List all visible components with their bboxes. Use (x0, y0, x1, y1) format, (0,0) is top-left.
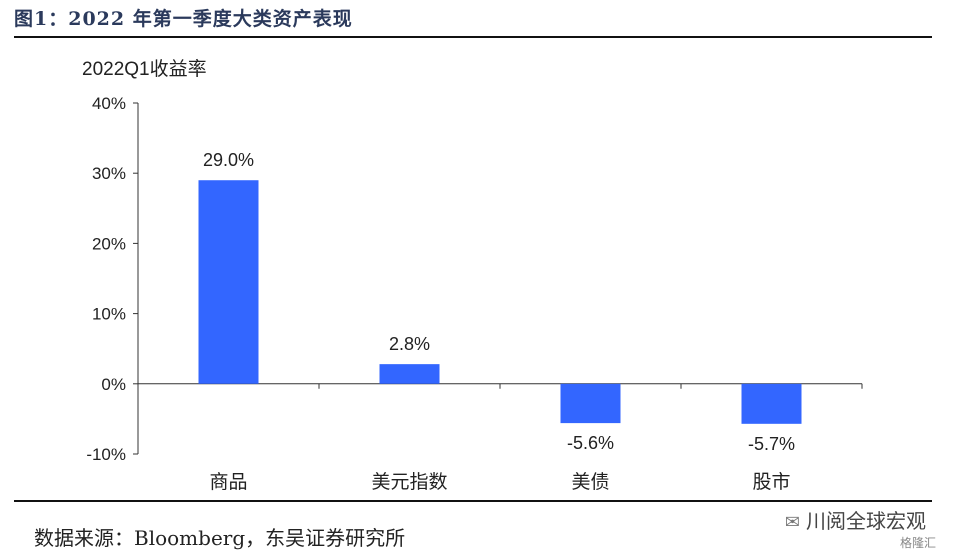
y-tick-label: 40% (92, 94, 126, 113)
y-tick-label: 20% (92, 234, 126, 253)
y-tick-label: 0% (101, 375, 126, 394)
y-tick-label: 30% (92, 164, 126, 183)
bottom-rule (14, 500, 932, 502)
category-label: 美债 (571, 471, 609, 493)
bar-chart: 2022Q1收益率 -10% 0% 10% 20% 30% 40% 商品 美元指数 美债 股市 2… (82, 58, 863, 493)
bar (741, 383, 802, 424)
data-label: 2.8% (389, 334, 430, 354)
data-label: 29.0% (203, 150, 254, 170)
category-label: 美元指数 (371, 471, 447, 493)
figure-title: 图1：2022 年第一季度大类资产表现 (14, 8, 353, 30)
source-note: 数据来源：Bloomberg，东吴证券研究所 (34, 526, 406, 550)
bars: 29.0% 2.8% -5.6% -5.7% (198, 150, 802, 454)
data-label: -5.7% (748, 434, 795, 454)
category-label: 商品 (209, 471, 247, 493)
top-rule (14, 36, 932, 38)
bar (560, 383, 621, 424)
watermark-text: 川阅全球宏观 (806, 509, 926, 533)
wechat-icon: ✉ (784, 512, 800, 533)
y-tick-label: -10% (86, 445, 126, 464)
bar (379, 364, 440, 384)
data-label: -5.6% (567, 433, 614, 453)
bar (198, 180, 259, 384)
axes: -10% 0% 10% 20% 30% 40% 商品 美元指数 美债 股市 (86, 94, 863, 493)
watermark-small: 格隆汇 (899, 536, 936, 550)
y-tick-label: 10% (92, 305, 126, 324)
watermark: ✉ 川阅全球宏观 (785, 505, 926, 534)
chart-title: 2022Q1收益率 (82, 58, 207, 80)
category-label: 股市 (752, 471, 790, 493)
